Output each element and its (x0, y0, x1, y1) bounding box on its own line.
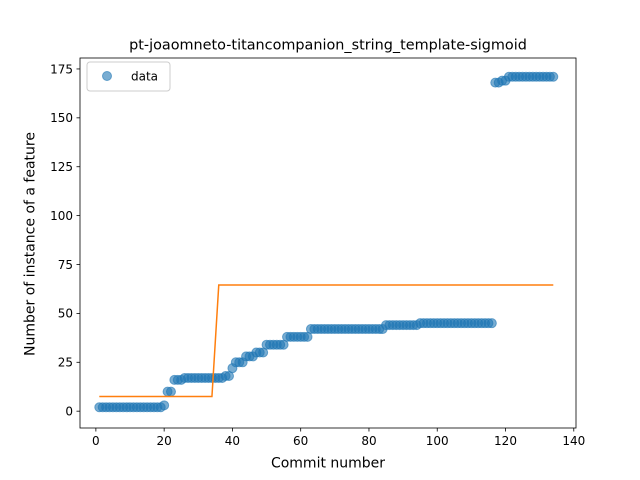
y-tick-label: 50 (58, 307, 73, 321)
data-point (165, 386, 176, 397)
y-tick-label: 125 (50, 160, 73, 174)
axes-frame (79, 57, 577, 429)
x-tick-label: 100 (426, 434, 449, 448)
legend: data (86, 61, 171, 92)
chart-title: pt-joaomneto-titancompanion_string_templ… (129, 38, 527, 54)
y-tick-label: 100 (50, 209, 73, 223)
x-tick-label: 20 (157, 434, 172, 448)
y-tick-label: 0 (65, 404, 73, 418)
x-tick-label: 140 (562, 434, 585, 448)
legend-marker-data (102, 71, 112, 81)
x-tick-label: 120 (494, 434, 517, 448)
y-tick-label: 75 (58, 258, 73, 272)
y-tick-label: 175 (50, 62, 73, 76)
fit-line (99, 284, 554, 398)
x-tick-label: 80 (361, 434, 376, 448)
y-axis-label: Number of instance of a feature (23, 132, 39, 356)
x-tick-label: 40 (225, 434, 240, 448)
plot-area (94, 71, 559, 413)
data-point (548, 71, 559, 82)
x-axis-label: Commit number (271, 456, 385, 472)
data-point (486, 318, 497, 329)
legend-box (86, 61, 171, 92)
y-tick-label: 150 (50, 111, 73, 125)
x-tick-label: 0 (92, 434, 100, 448)
data-point (159, 400, 170, 411)
axes: 0 20 40 60 80 100 120 140 0 25 50 75 100 125 150 175 (50, 57, 585, 448)
y-tick-label: 25 (58, 356, 73, 370)
x-tick-label: 60 (293, 434, 308, 448)
legend-label-data: data (131, 70, 158, 84)
